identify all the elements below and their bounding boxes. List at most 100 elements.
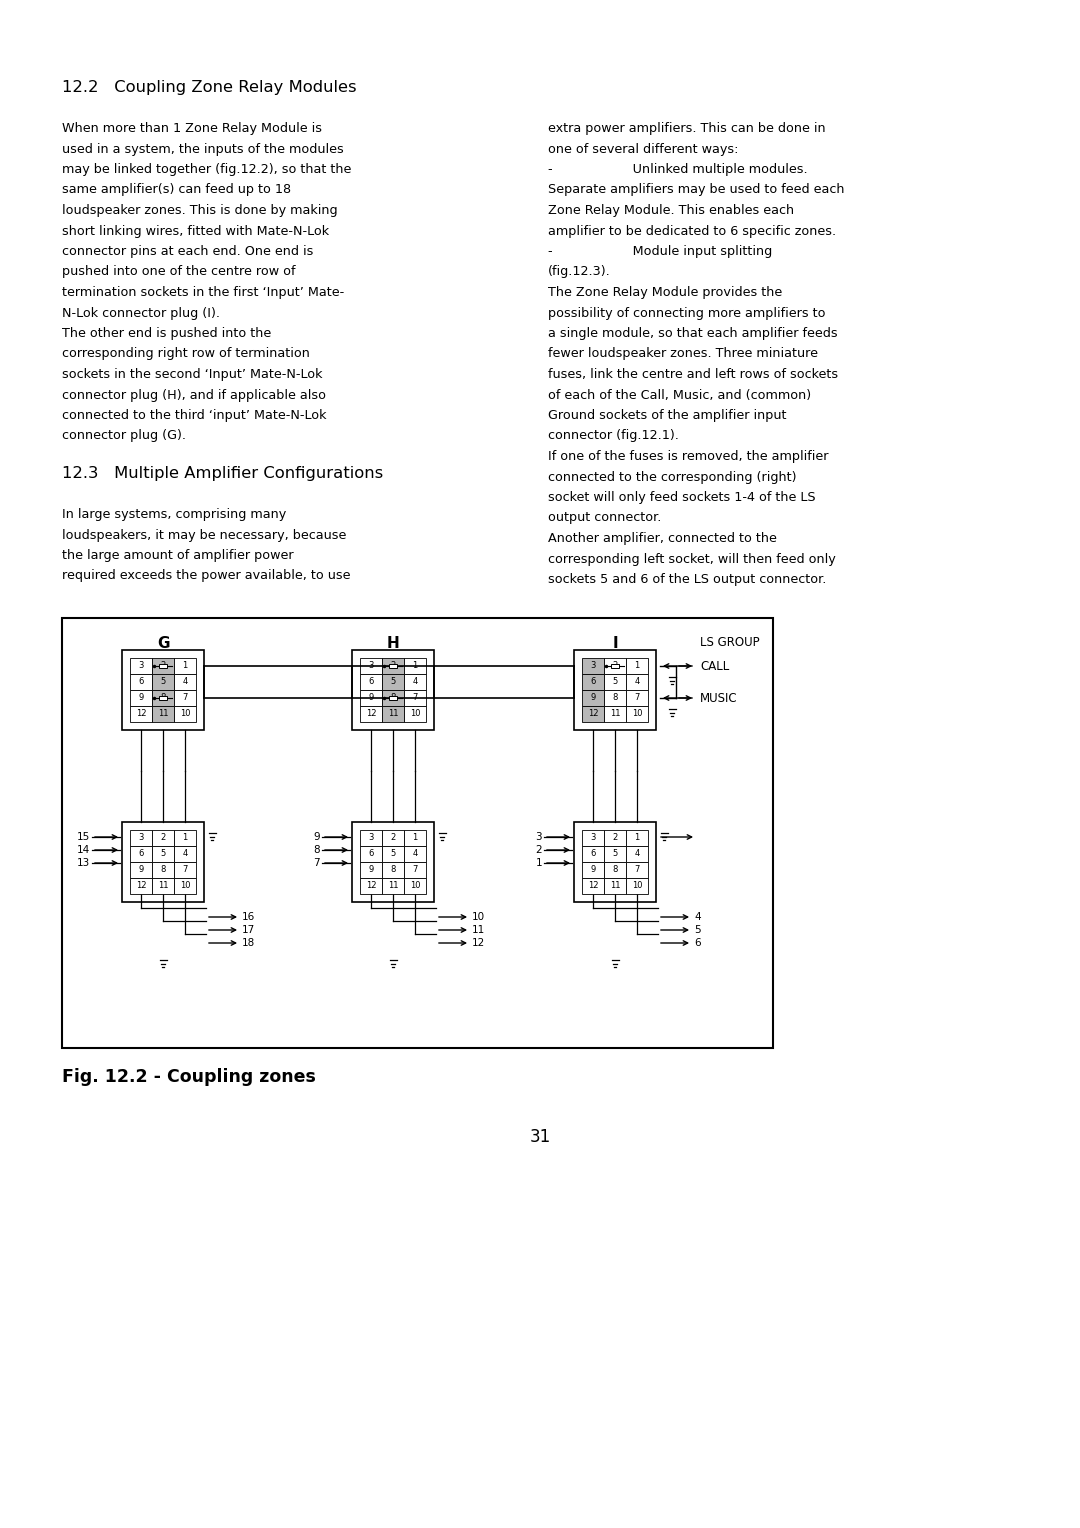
Text: 2: 2 [612, 833, 618, 842]
Text: 9: 9 [368, 865, 374, 874]
Text: 2: 2 [390, 833, 395, 842]
Text: amplifier to be dedicated to 6 specific zones.: amplifier to be dedicated to 6 specific … [548, 225, 836, 237]
Bar [404, 847, 426, 862]
Text: 10: 10 [409, 882, 420, 891]
Bar [360, 691, 382, 706]
Bar [360, 659, 382, 674]
Bar [389, 695, 397, 700]
Text: connected to the corresponding (right): connected to the corresponding (right) [548, 471, 797, 483]
Bar [604, 862, 626, 879]
Text: connector plug (H), and if applicable also: connector plug (H), and if applicable al… [62, 388, 326, 402]
Text: 31: 31 [529, 1128, 551, 1146]
Text: 4: 4 [413, 850, 418, 859]
Bar [389, 665, 397, 668]
Text: The Zone Relay Module provides the: The Zone Relay Module provides the [548, 286, 782, 299]
Bar [604, 706, 626, 723]
Text: same amplifier(s) can feed up to 18: same amplifier(s) can feed up to 18 [62, 183, 292, 197]
Bar [130, 674, 152, 691]
Bar [582, 862, 604, 879]
Bar [382, 847, 404, 862]
Text: 12: 12 [472, 938, 485, 947]
Bar [130, 879, 152, 894]
Text: 7: 7 [634, 865, 639, 874]
Text: 10: 10 [179, 882, 190, 891]
Bar [611, 665, 619, 668]
Text: 7: 7 [313, 859, 320, 868]
Text: 6: 6 [368, 677, 374, 686]
Bar [604, 879, 626, 894]
Bar [604, 659, 626, 674]
Text: 11: 11 [158, 882, 168, 891]
Text: 8: 8 [612, 865, 618, 874]
Text: a single module, so that each amplifier feeds: a single module, so that each amplifier … [548, 327, 838, 341]
Text: may be linked together (fig.12.2), so that the: may be linked together (fig.12.2), so th… [62, 163, 351, 176]
Bar [582, 674, 604, 691]
Bar [360, 847, 382, 862]
Text: 12: 12 [588, 882, 598, 891]
Bar [626, 674, 648, 691]
Text: 6: 6 [591, 677, 596, 686]
Text: 14: 14 [77, 845, 90, 856]
Text: sockets in the second ‘Input’ Mate-N-Lok: sockets in the second ‘Input’ Mate-N-Lok [62, 368, 323, 380]
Bar [582, 847, 604, 862]
Text: extra power amplifiers. This can be done in: extra power amplifiers. This can be done… [548, 122, 825, 134]
Bar [382, 862, 404, 879]
Bar [130, 691, 152, 706]
Bar [626, 691, 648, 706]
Bar [130, 659, 152, 674]
Text: 3: 3 [368, 833, 374, 842]
Text: I: I [612, 636, 618, 651]
Text: 10: 10 [472, 912, 485, 921]
Text: (fig.12.3).: (fig.12.3). [548, 266, 611, 278]
Bar [62, 617, 773, 1048]
Text: 7: 7 [413, 865, 418, 874]
Text: connector pins at each end. One end is: connector pins at each end. One end is [62, 244, 313, 258]
Text: 13: 13 [77, 859, 90, 868]
Bar [352, 822, 434, 902]
Bar [404, 706, 426, 723]
Bar [382, 879, 404, 894]
Text: 1: 1 [413, 662, 418, 671]
Bar [130, 862, 152, 879]
Bar [174, 691, 195, 706]
Text: 2: 2 [160, 833, 165, 842]
Text: 16: 16 [242, 912, 255, 921]
Text: N-Lok connector plug (I).: N-Lok connector plug (I). [62, 307, 220, 319]
Text: 9: 9 [591, 694, 596, 703]
Text: 1: 1 [183, 833, 188, 842]
Text: -                    Module input splitting: - Module input splitting [548, 244, 772, 258]
Text: 6: 6 [368, 850, 374, 859]
Text: 18: 18 [242, 938, 255, 947]
Text: 8: 8 [390, 694, 395, 703]
Bar [582, 706, 604, 723]
Bar [174, 659, 195, 674]
Text: -                    Unlinked multiple modules.: - Unlinked multiple modules. [548, 163, 808, 176]
Text: 12: 12 [366, 709, 376, 718]
Text: If one of the fuses is removed, the amplifier: If one of the fuses is removed, the ampl… [548, 451, 828, 463]
Text: 5: 5 [390, 677, 395, 686]
Text: 6: 6 [694, 938, 701, 947]
Text: 12: 12 [136, 882, 146, 891]
Text: 11: 11 [388, 709, 399, 718]
Bar [626, 830, 648, 847]
Bar [130, 706, 152, 723]
Text: 2: 2 [536, 845, 542, 856]
Text: 3: 3 [591, 833, 596, 842]
Text: 7: 7 [413, 694, 418, 703]
Text: 11: 11 [472, 924, 485, 935]
Text: 9: 9 [313, 833, 320, 842]
Bar [382, 706, 404, 723]
Text: Zone Relay Module. This enables each: Zone Relay Module. This enables each [548, 205, 794, 217]
Text: connector (fig.12.1).: connector (fig.12.1). [548, 429, 679, 443]
Text: In large systems, comprising many: In large systems, comprising many [62, 507, 286, 521]
Bar [582, 691, 604, 706]
Text: 11: 11 [158, 709, 168, 718]
Text: loudspeaker zones. This is done by making: loudspeaker zones. This is done by makin… [62, 205, 338, 217]
Text: 6: 6 [591, 850, 596, 859]
Bar [573, 822, 656, 902]
Text: 4: 4 [183, 677, 188, 686]
Text: CALL: CALL [700, 660, 729, 672]
Text: 5: 5 [160, 677, 165, 686]
Text: 12: 12 [588, 709, 598, 718]
Text: 5: 5 [390, 850, 395, 859]
